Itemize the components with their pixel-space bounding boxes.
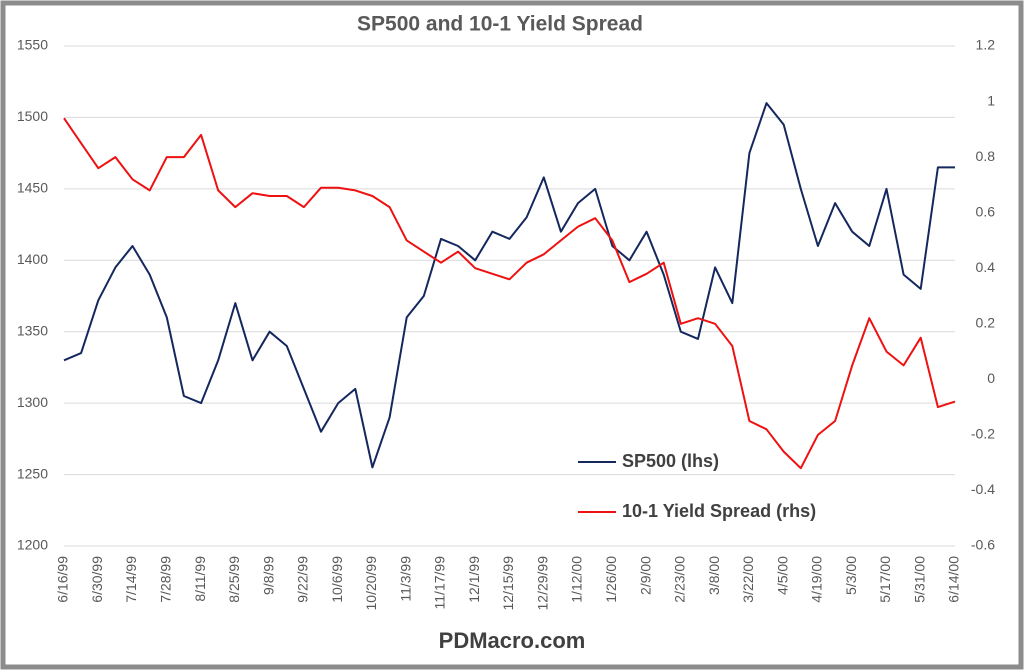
y-tick-label: 1450 [17,180,48,196]
y-tick-label: 1300 [17,394,48,410]
x-tick-label: 5/3/00 [843,556,859,595]
x-tick-label: 1/26/00 [603,556,619,603]
x-tick-label: 10/20/99 [363,556,379,611]
footer: PDMacro.com [439,628,586,653]
x-tick-label: 1/12/00 [569,556,585,603]
x-tick-label: 12/29/99 [534,556,550,611]
x-tick-label: 11/17/99 [432,556,448,610]
series-line [63,117,956,470]
x-tick-label: 6/14/00 [946,556,962,603]
chart-title: SP500 and 10-1 Yield Spread [357,13,643,36]
x-tick-label: 4/5/00 [774,556,790,595]
x-tick-label: 8/11/99 [192,556,208,602]
y2-tick-label: 0 [987,370,995,386]
y2-tick-label: 0.2 [976,314,996,330]
series-line [63,102,955,469]
y-tick-label: 1500 [17,108,48,124]
x-tick-label: 8/25/99 [226,556,242,603]
x-tick-label: 3/8/00 [706,556,722,595]
legend-label: 10-1 Yield Spread (rhs) [622,501,816,521]
x-tick-label: 5/17/00 [877,556,893,603]
legend-label: SP500 (lhs) [622,451,719,471]
x-tick-label: 6/16/99 [55,556,71,603]
x-tick-label: 5/31/00 [911,556,927,603]
x-tick-label: 12/1/99 [466,556,482,603]
y2-tick-label: 0.6 [976,203,996,219]
x-tick-label: 9/8/99 [260,556,276,595]
x-tick-label: 9/22/99 [295,556,311,603]
y2-tick-label: 1.2 [976,37,996,53]
y2-tick-label: -0.6 [971,537,995,553]
x-tick-label: 10/6/99 [329,556,345,603]
x-tick-label: 7/28/99 [158,556,174,603]
x-tick-label: 3/22/00 [740,556,756,603]
y2-tick-label: 0.4 [976,259,996,275]
y-tick-label: 1400 [17,251,48,267]
y-tick-label: 1200 [17,537,48,553]
y2-tick-label: -0.4 [971,481,995,497]
y2-tick-label: 0.8 [976,148,996,164]
x-tick-label: 6/30/99 [89,556,105,603]
x-tick-label: 2/23/00 [672,556,688,603]
y2-tick-label: -0.2 [971,426,995,442]
y-tick-label: 1350 [17,322,48,338]
x-tick-label: 2/9/00 [637,556,653,595]
y-tick-label: 1250 [17,465,48,481]
x-tick-label: 7/14/99 [123,556,139,603]
x-tick-label: 11/3/99 [397,556,413,602]
x-tick-label: 4/19/00 [809,556,825,603]
y-tick-label: 1550 [17,37,48,53]
y2-tick-label: 1 [987,92,995,108]
x-tick-label: 12/15/99 [500,556,516,611]
